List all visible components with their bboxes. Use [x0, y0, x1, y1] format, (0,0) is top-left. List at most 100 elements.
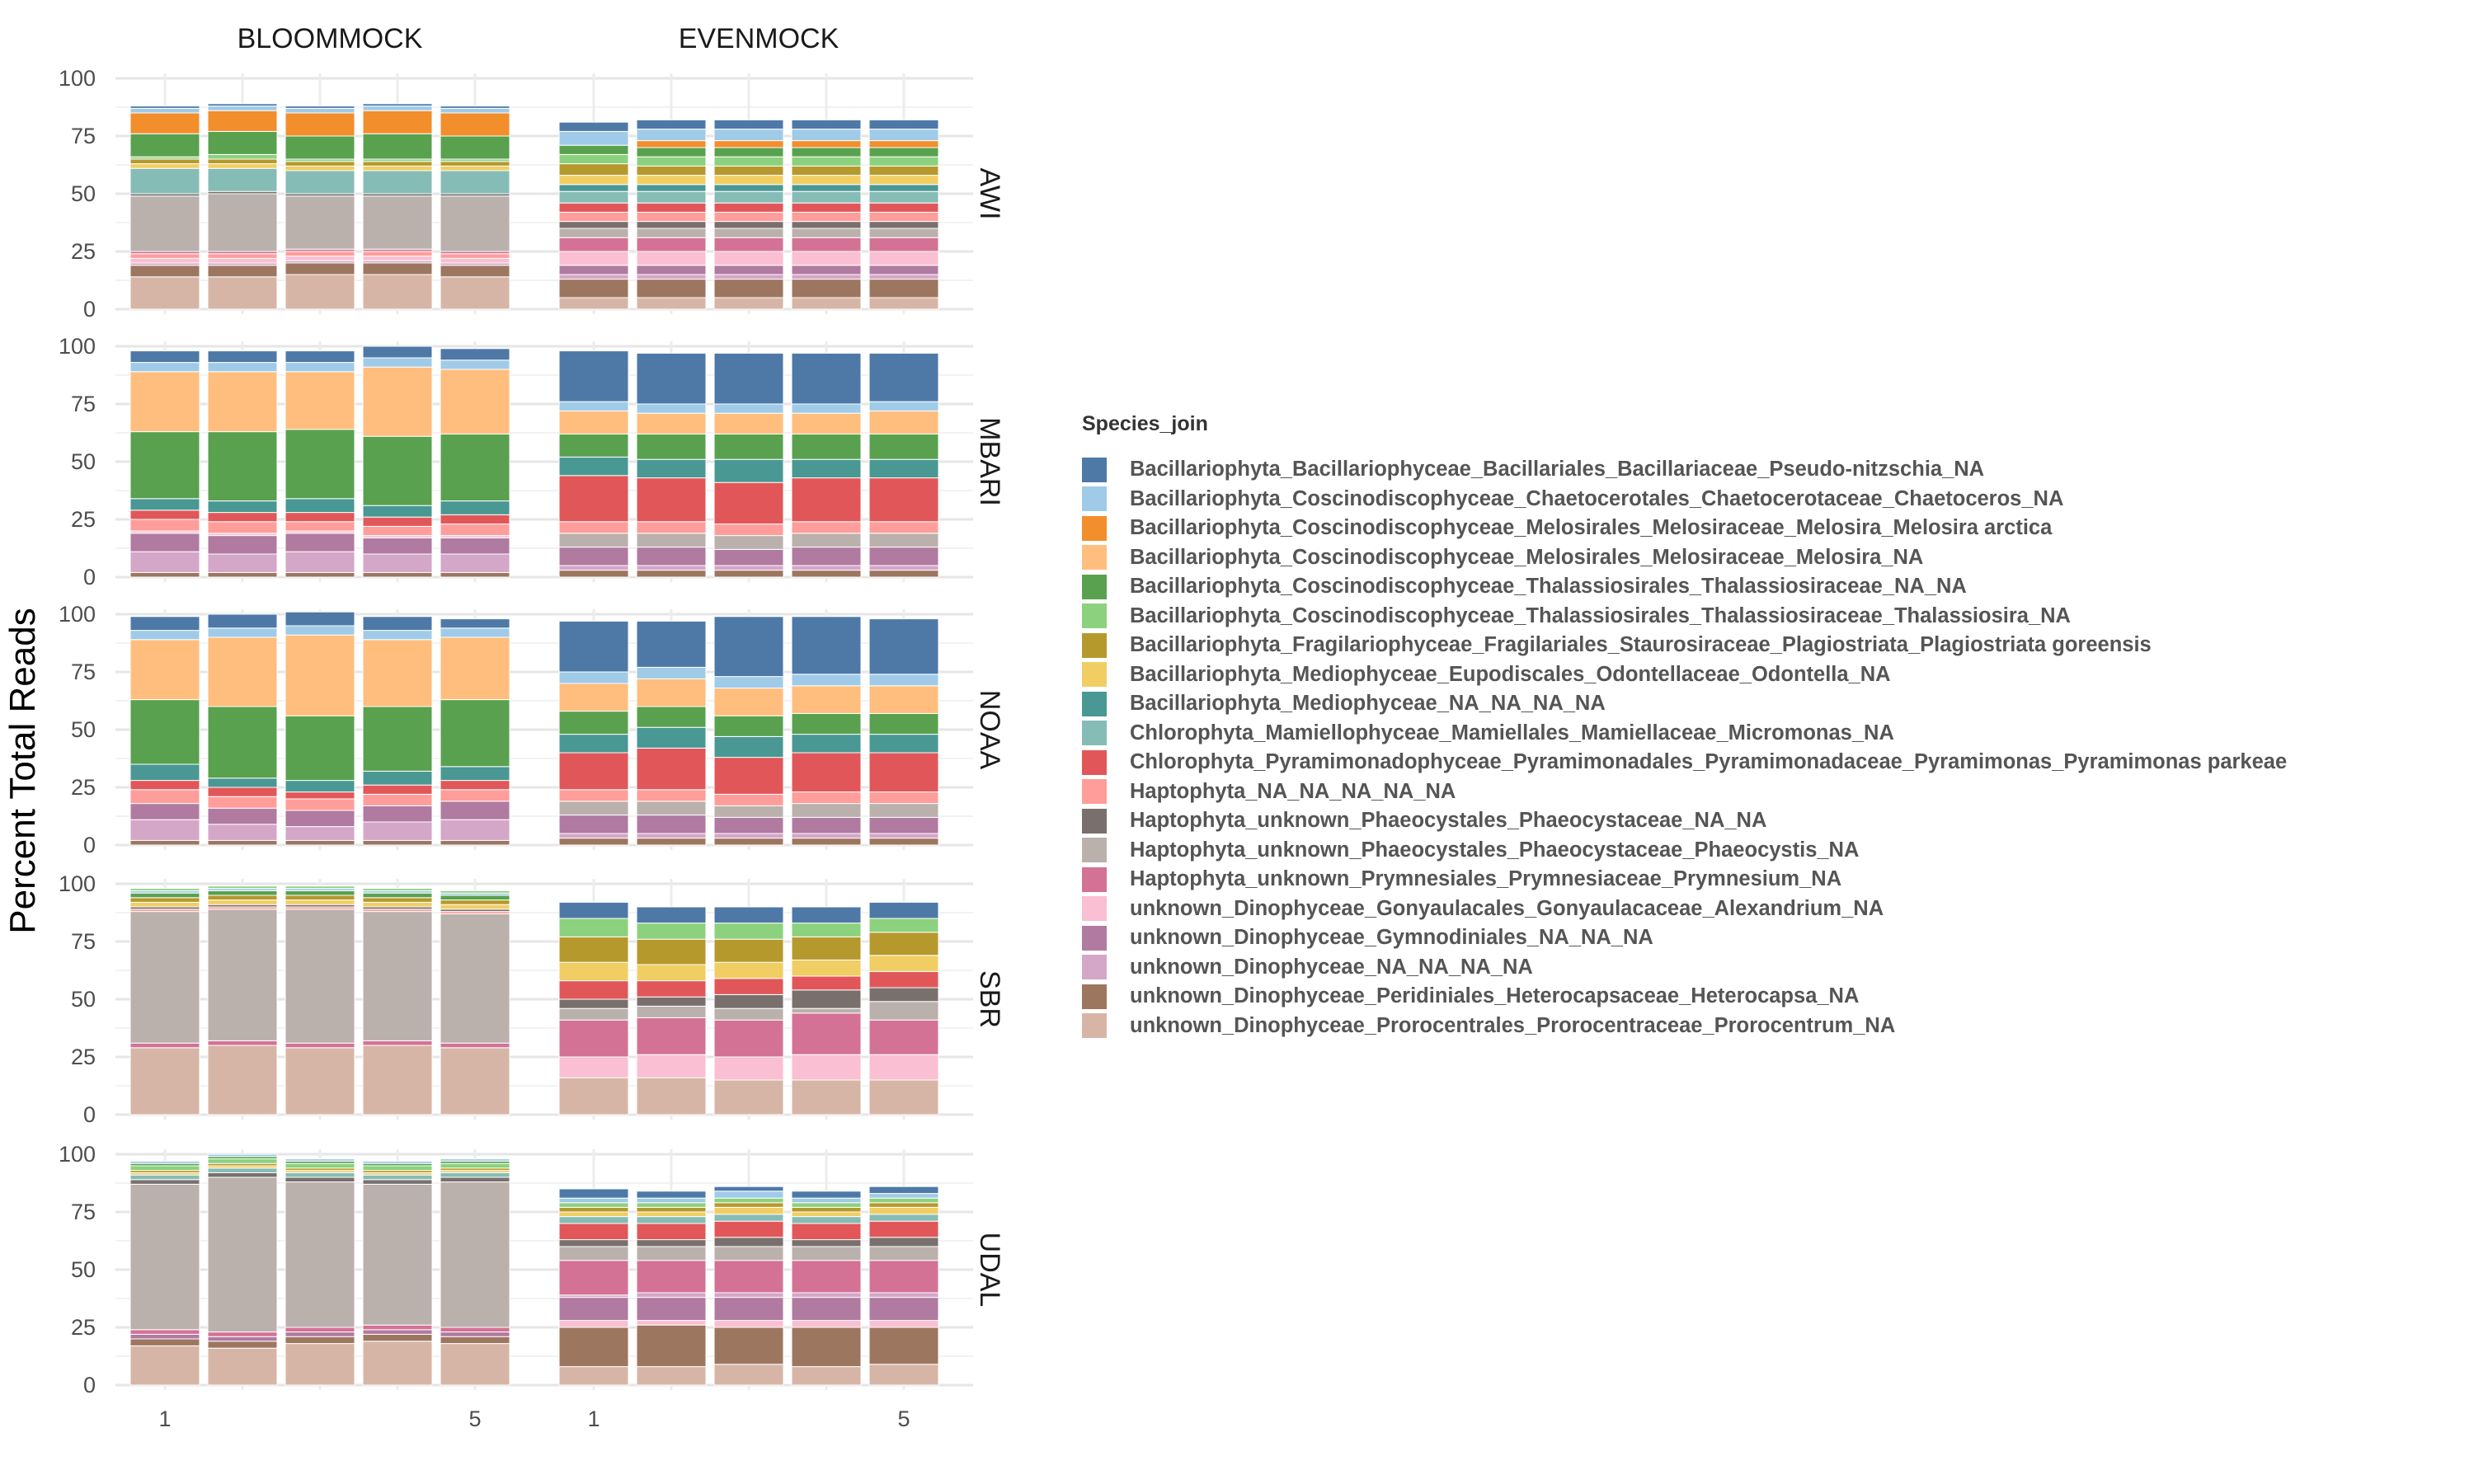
legend-item: unknown_Dinophyceae_NA_NA_NA_NA [1082, 953, 2287, 983]
bar-segment [636, 129, 707, 142]
bar-segment [207, 899, 278, 905]
bar-segment [207, 890, 278, 896]
bar-segment [868, 410, 939, 434]
bar-segment [713, 1214, 784, 1222]
bar-segment [636, 980, 707, 998]
bar-segment [440, 789, 510, 802]
bar-segment [362, 616, 433, 632]
legend-label: Bacillariophyta_Coscinodiscophyceae_Chae… [1130, 486, 2064, 510]
bar-segment [636, 297, 707, 310]
bar-segment [868, 918, 939, 933]
legend-swatch [1082, 691, 1107, 716]
y-tick-label: 50 [71, 181, 96, 206]
bar-segment [558, 1019, 629, 1058]
bar-segment [207, 1172, 278, 1178]
bar-segment [285, 274, 355, 310]
bar-segment [285, 895, 355, 901]
bar-segment [713, 524, 784, 537]
bar-segment [207, 571, 278, 578]
bar-segment [558, 251, 629, 266]
bar-segment [207, 130, 278, 155]
bar-segment [129, 1174, 200, 1181]
bar-segment [868, 521, 939, 534]
bar-segment [207, 1341, 278, 1349]
bar-segment [868, 1320, 939, 1328]
bar-segment [868, 1001, 939, 1021]
bar-segment [868, 1327, 939, 1365]
bar-segment [636, 221, 707, 229]
bar-segment [129, 253, 200, 259]
bar-segment [791, 1079, 862, 1115]
y-tick-label: 0 [83, 1102, 96, 1127]
bar-segment [713, 297, 784, 310]
bar-segment [713, 688, 784, 716]
bar-segment [558, 202, 629, 213]
y-tick-label: 75 [71, 660, 96, 684]
bar-segment [713, 535, 784, 550]
bar-segment [207, 1153, 278, 1158]
bar-segment [636, 265, 707, 275]
bar-segment [440, 1336, 510, 1345]
bar-segment [207, 1040, 278, 1046]
y-tick-label: 0 [83, 833, 96, 857]
bar-segment [362, 839, 433, 846]
bar-segment [129, 1329, 200, 1335]
bar-segment [558, 1366, 629, 1386]
legend-label: Bacillariophyta_Coscinodiscophyceae_Melo… [1130, 516, 2053, 540]
bar-segment [791, 175, 862, 186]
bar-segment [558, 1202, 629, 1208]
bar-segment [440, 276, 510, 310]
bar-segment [636, 403, 707, 414]
bar-segment [558, 1211, 629, 1218]
bar-segment [636, 996, 707, 1007]
bar-segment [362, 1174, 433, 1181]
bar-segment [207, 807, 278, 825]
bar-segment [129, 350, 200, 364]
bar-segment [636, 1216, 707, 1224]
bar-segment [129, 616, 200, 632]
bar-segment [207, 257, 278, 264]
bar-segment [440, 433, 510, 502]
bar-segment [362, 345, 433, 359]
bar-segment [868, 618, 939, 675]
bar-segment [791, 119, 862, 130]
bar-segment [868, 175, 939, 186]
bar-segment [129, 106, 200, 109]
bar-segment [440, 553, 510, 573]
bar-segment [713, 119, 784, 130]
bar-segment [440, 1331, 510, 1337]
bar-segment [636, 156, 707, 167]
bar-segment [791, 533, 862, 548]
bar-segment [558, 936, 629, 963]
legend-swatch [1082, 866, 1107, 892]
legend-label: Chlorophyta_Mamiellophyceae_Mamiellales_… [1130, 721, 1894, 744]
bar-segment [285, 161, 355, 167]
bar-segment [791, 1260, 862, 1294]
bar-segment [636, 923, 707, 940]
bar-segment [868, 1220, 939, 1238]
bar-segment [713, 838, 784, 846]
bar-segment [558, 1320, 629, 1328]
bar-segment [636, 274, 707, 280]
bar-segment [636, 147, 707, 157]
legend-swatch [1082, 486, 1107, 512]
bar-segment [440, 195, 510, 252]
bar-segment [791, 1211, 862, 1218]
bar-segment [713, 676, 784, 689]
bar-segment [285, 890, 355, 896]
bar-segment [558, 1077, 629, 1115]
bar-segment [285, 195, 355, 250]
bar-segment [636, 620, 707, 668]
legend-swatch [1082, 779, 1107, 805]
bar-segment [207, 909, 278, 1041]
bar-segment [362, 706, 433, 772]
row-strip-label: AWI [974, 168, 1005, 220]
bar-segment [362, 516, 433, 527]
row-strip-label: MBARI [974, 417, 1005, 506]
bar-segment [791, 1012, 862, 1055]
bar-segment [129, 533, 200, 552]
bar-segment [713, 190, 784, 204]
bar-segment [207, 521, 278, 534]
bar-segment [868, 1246, 939, 1261]
y-tick-label: 25 [71, 239, 96, 264]
